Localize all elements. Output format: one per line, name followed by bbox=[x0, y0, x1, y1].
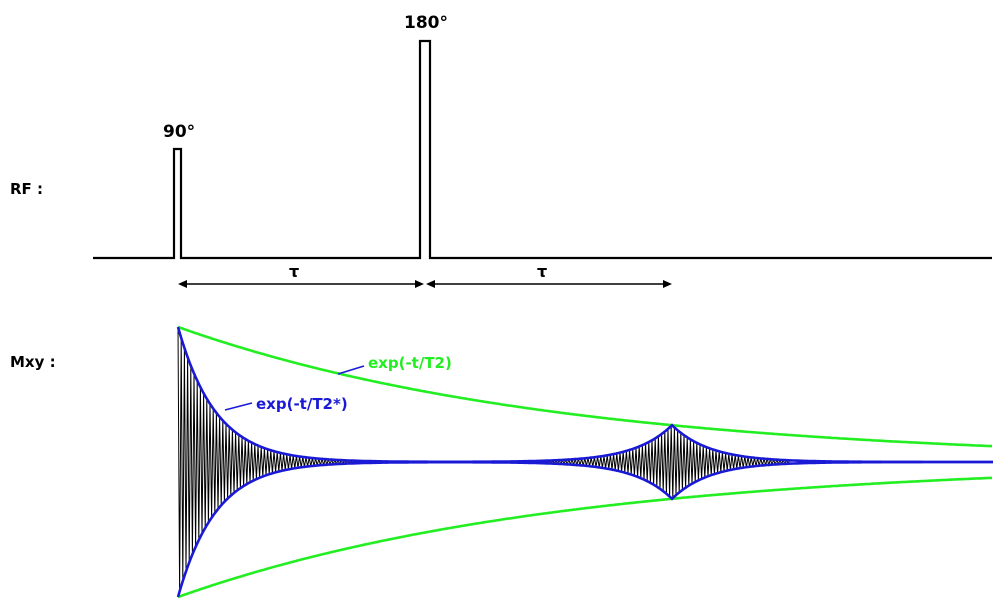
arrowhead-left-icon bbox=[426, 280, 435, 288]
t2-curve-label: exp(-t/T2) bbox=[368, 354, 452, 372]
arrowhead-left-icon bbox=[178, 280, 187, 288]
echo-signal bbox=[539, 425, 791, 499]
t2-leader-line bbox=[337, 365, 365, 375]
pulse-90-label: 90° bbox=[163, 122, 195, 142]
pulse-180-label: 180° bbox=[404, 13, 448, 33]
tau-interval-2: τ bbox=[426, 262, 672, 288]
t2star-curve-label: exp(-t/T2*) bbox=[256, 395, 348, 413]
t2-envelope-top bbox=[177, 325, 992, 448]
t2-envelope-bottom bbox=[177, 476, 992, 599]
tau-interval-1: τ bbox=[178, 262, 424, 288]
arrowhead-right-icon bbox=[415, 280, 424, 288]
tau-1-label: τ bbox=[289, 262, 299, 281]
t2star-envelope-bottom bbox=[176, 460, 993, 598]
arrowhead-right-icon bbox=[663, 280, 672, 288]
tau-2-label: τ bbox=[537, 262, 547, 281]
rf-pulse-sequence bbox=[93, 39, 992, 260]
rf-row-label: RF : bbox=[10, 180, 43, 198]
t2star-leader-line bbox=[224, 402, 253, 411]
mxy-row-label: Mxy : bbox=[10, 353, 56, 371]
